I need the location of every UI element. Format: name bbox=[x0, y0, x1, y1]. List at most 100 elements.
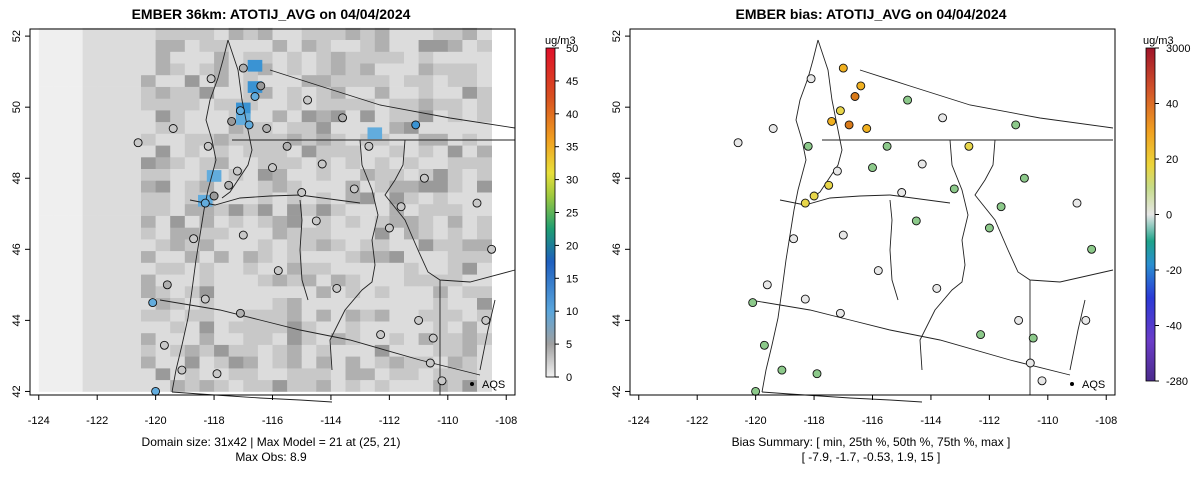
grid-cell bbox=[316, 227, 332, 240]
grid-cell bbox=[462, 156, 478, 169]
station-marker bbox=[777, 365, 787, 375]
grid-cell bbox=[345, 121, 361, 134]
grid-cell bbox=[360, 203, 376, 216]
grid-cell bbox=[447, 168, 463, 181]
grid-cell bbox=[38, 145, 54, 158]
grid-cell bbox=[418, 39, 434, 52]
oregon-nevada-border bbox=[171, 391, 333, 403]
colorbar-tick-label: 45 bbox=[566, 76, 578, 88]
grid-cell bbox=[272, 239, 288, 252]
y-tick-label: 46 bbox=[611, 243, 623, 255]
grid-cell bbox=[155, 110, 171, 123]
grid-cell bbox=[228, 145, 244, 158]
grid-cell bbox=[330, 121, 346, 134]
grid-cell bbox=[418, 180, 434, 193]
grid-cell bbox=[97, 121, 113, 134]
grid-cell bbox=[447, 344, 463, 357]
grid-cell bbox=[389, 27, 405, 40]
grid-cell bbox=[257, 145, 273, 158]
grid-cell bbox=[316, 368, 332, 381]
right-colorbar-unit: ug/m3 bbox=[1143, 35, 1174, 47]
grid-cell bbox=[301, 27, 317, 40]
grid-cell bbox=[272, 121, 288, 134]
station-marker bbox=[200, 294, 210, 304]
grid-cell bbox=[287, 297, 303, 310]
x-tick-label: -112 bbox=[979, 415, 1000, 427]
station-marker bbox=[789, 234, 799, 244]
grid-cell bbox=[462, 74, 478, 87]
grid-cell bbox=[272, 368, 288, 381]
grid-cell bbox=[477, 110, 492, 123]
grid-cell bbox=[287, 368, 303, 381]
grid-cell bbox=[111, 180, 127, 193]
grid-cell bbox=[53, 145, 69, 158]
grid-cell bbox=[155, 98, 171, 111]
grid-cell bbox=[141, 250, 156, 263]
grid-cell bbox=[170, 27, 186, 40]
grid-cell bbox=[345, 215, 361, 228]
station-marker bbox=[759, 340, 769, 350]
station-marker bbox=[206, 74, 216, 84]
station-marker bbox=[297, 188, 307, 197]
grid-cell bbox=[477, 39, 492, 52]
grid-cell bbox=[345, 344, 361, 357]
grid-cell bbox=[272, 227, 288, 240]
grid-cell bbox=[433, 344, 449, 357]
grid-cell bbox=[345, 227, 361, 240]
grid-cell bbox=[287, 121, 303, 134]
colorbar-tick-label: 0 bbox=[1166, 210, 1172, 222]
station-marker bbox=[177, 365, 187, 375]
grid-cell bbox=[228, 297, 244, 310]
grid-cell bbox=[477, 379, 492, 392]
station-marker bbox=[487, 244, 497, 254]
station-marker bbox=[262, 124, 272, 133]
station-marker bbox=[932, 283, 942, 293]
grid-cell bbox=[301, 203, 317, 216]
grid-cell bbox=[38, 133, 54, 146]
grid-cell bbox=[111, 98, 127, 111]
grid-cell bbox=[257, 297, 273, 310]
grid-cell bbox=[214, 63, 230, 76]
grid-cell bbox=[228, 274, 244, 287]
grid-cell bbox=[287, 332, 303, 345]
grid-cell bbox=[301, 379, 317, 392]
grid-cell bbox=[316, 379, 332, 392]
grid-cell bbox=[243, 180, 259, 193]
station-marker bbox=[162, 280, 172, 290]
grid-cell bbox=[477, 297, 492, 310]
station-marker bbox=[200, 198, 210, 208]
grid-cell bbox=[447, 379, 463, 392]
station-marker bbox=[268, 163, 277, 173]
grid-cell bbox=[68, 51, 83, 64]
grid-cell bbox=[97, 321, 113, 334]
grid-cell bbox=[126, 180, 142, 193]
grid-cell bbox=[374, 98, 390, 111]
grid-cell bbox=[228, 344, 244, 357]
grid-cell bbox=[477, 86, 492, 99]
grid-cell bbox=[433, 156, 449, 169]
grid-cell bbox=[141, 309, 156, 322]
grid-cell bbox=[199, 285, 215, 298]
grid-cell bbox=[97, 297, 113, 310]
grid-cell bbox=[418, 285, 434, 298]
grid-cell bbox=[38, 227, 54, 240]
x-tick-label: -116 bbox=[862, 415, 883, 427]
grid-cell bbox=[257, 98, 273, 111]
grid-cell bbox=[184, 110, 200, 123]
station-marker bbox=[868, 163, 877, 173]
grid-cell bbox=[199, 239, 215, 252]
grid-cell bbox=[243, 215, 259, 228]
grid-cell bbox=[257, 285, 273, 298]
station-marker bbox=[338, 113, 348, 123]
grid-cell bbox=[447, 309, 463, 322]
grid-cell bbox=[360, 274, 376, 287]
y-tick-label: 44 bbox=[611, 314, 623, 326]
grid-cell bbox=[462, 63, 478, 76]
station-marker bbox=[282, 141, 292, 151]
grid-cell bbox=[97, 379, 113, 392]
aqs-legend-label: AQS bbox=[482, 379, 505, 391]
grid-cell bbox=[82, 239, 98, 252]
y-tick-label: 50 bbox=[11, 101, 23, 113]
grid-cell bbox=[462, 321, 478, 334]
grid-cell bbox=[316, 51, 332, 64]
